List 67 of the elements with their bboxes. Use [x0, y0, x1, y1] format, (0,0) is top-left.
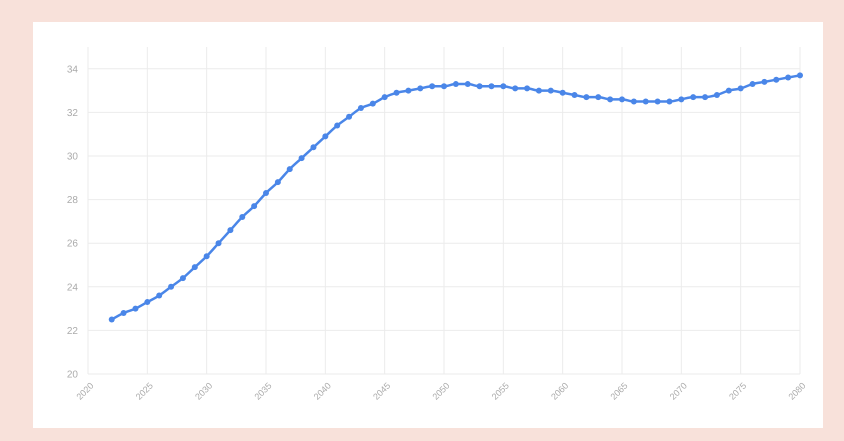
point	[263, 190, 269, 196]
point	[583, 94, 590, 100]
point	[761, 78, 768, 85]
point	[690, 94, 696, 100]
point	[239, 214, 246, 220]
point	[726, 88, 732, 94]
point	[666, 98, 672, 104]
point	[750, 81, 756, 88]
y-tick-label: 28	[66, 195, 78, 206]
point	[500, 83, 506, 90]
point	[204, 253, 210, 260]
point	[192, 264, 198, 270]
point	[524, 85, 530, 92]
point	[452, 81, 459, 88]
point	[156, 292, 162, 299]
point	[216, 240, 222, 246]
point	[548, 88, 554, 94]
point	[370, 100, 376, 107]
point	[168, 284, 174, 290]
point	[334, 122, 340, 128]
point	[251, 203, 258, 210]
point	[702, 94, 708, 100]
point	[476, 83, 483, 90]
point	[108, 316, 115, 322]
point	[227, 227, 234, 234]
point	[274, 179, 281, 186]
point	[785, 74, 792, 81]
point	[797, 72, 803, 78]
point	[394, 90, 400, 96]
point	[429, 83, 436, 90]
point	[654, 98, 661, 104]
point	[512, 85, 518, 92]
point	[180, 275, 186, 282]
point	[630, 98, 637, 104]
point	[773, 76, 780, 83]
point	[619, 96, 625, 102]
y-tick-label: 22	[66, 326, 78, 337]
point	[417, 85, 424, 92]
y-tick-label: 34	[66, 64, 78, 76]
point	[346, 114, 352, 120]
point	[358, 105, 364, 112]
point	[298, 155, 305, 162]
point	[595, 94, 602, 100]
point	[286, 166, 293, 172]
point	[536, 88, 542, 94]
point	[132, 306, 138, 312]
point	[560, 90, 566, 96]
point	[607, 96, 614, 102]
point	[405, 88, 412, 94]
y-tick-label: 26	[66, 238, 78, 250]
y-tick-label: 20	[66, 370, 78, 380]
point	[464, 81, 471, 88]
point	[488, 83, 494, 90]
y-tick-label: 24	[66, 282, 78, 294]
y-tick-label: 30	[66, 152, 78, 162]
point	[144, 299, 150, 306]
point	[642, 98, 649, 104]
point	[714, 92, 720, 98]
point	[120, 310, 127, 316]
point	[572, 92, 578, 98]
point	[441, 83, 447, 90]
point	[738, 85, 744, 92]
point	[382, 94, 388, 100]
point	[310, 144, 316, 150]
point	[678, 96, 684, 102]
y-tick-label: 32	[66, 108, 78, 119]
point	[322, 133, 328, 140]
